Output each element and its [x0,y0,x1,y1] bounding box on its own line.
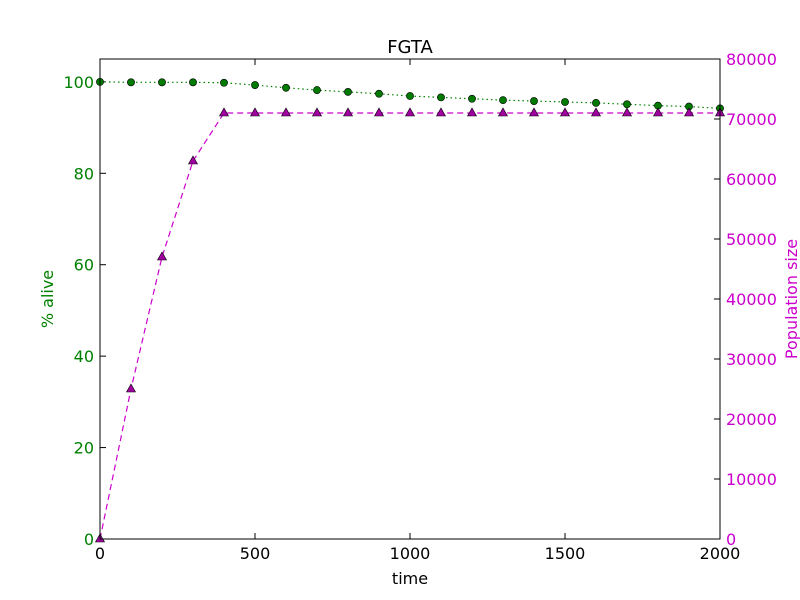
population-point [404,107,416,117]
y-left-tick-label: 0 [84,530,94,549]
population-point [373,107,385,117]
population-point [342,107,354,117]
population-point [652,107,664,117]
y-left-tick-label: 20 [74,439,94,458]
y-right-tick-label: 10000 [726,470,777,489]
y-left-tick-label: 100 [63,73,94,92]
alive-point [344,88,352,96]
alive-point [251,81,259,89]
population-point [435,107,447,117]
population-point [187,155,199,165]
alive-point [406,92,414,100]
alive-point [313,86,321,94]
y-right-tick-label: 80000 [726,50,777,69]
y-left-axis-title: % alive [38,270,57,328]
alive-point [158,78,166,87]
population-point [125,383,137,393]
x-tick-label: 1000 [390,544,431,563]
alive-point [623,100,631,109]
population-point [683,107,695,117]
y-right-axis-title: Population size [782,239,800,359]
population-point [218,107,230,117]
alive-point [282,83,290,92]
plot-frame [99,58,721,540]
population-point [497,107,509,117]
alive-point [127,78,135,87]
x-tick-label: 500 [240,544,271,563]
x-tick-label: 0 [95,544,105,563]
x-tick-label: 1500 [545,544,586,563]
chart-title: FGTA [387,37,433,58]
population-point [590,107,602,117]
plot-background [100,59,720,539]
population-point [249,107,261,117]
y-right-tick-label: 30000 [726,350,777,369]
x-axis-title: time [392,569,428,588]
alive-point [561,98,569,106]
alive-point [592,98,600,107]
y-right-tick-label: 40000 [726,290,777,309]
y-right-tick-label: 50000 [726,230,777,249]
alive-point [530,97,538,105]
population-point [156,251,168,261]
x-tick-label: 2000 [700,544,741,563]
alive-point [189,78,197,87]
y-left-tick-label: 40 [74,347,94,366]
alive-point [437,93,445,102]
y-right-tick-label: 60000 [726,170,777,189]
population-point [466,107,478,117]
y-right-tick-label: 0 [726,530,736,549]
y-left-tick-label: 80 [74,164,94,183]
plot-area: 0 500 1000 1500 2000020406080100010000200003… [63,50,776,563]
y-left-tick-label: 60 [74,256,94,275]
alive-point [499,96,507,105]
population-point [621,107,633,117]
alive-point [220,78,228,87]
population-point [559,107,571,117]
alive-point [375,89,383,98]
population-point [528,107,540,117]
alive-point [468,94,476,103]
population-point [280,107,292,117]
y-right-tick-label: 70000 [726,110,777,129]
population-point [311,107,323,117]
y-right-tick-label: 20000 [726,410,777,429]
